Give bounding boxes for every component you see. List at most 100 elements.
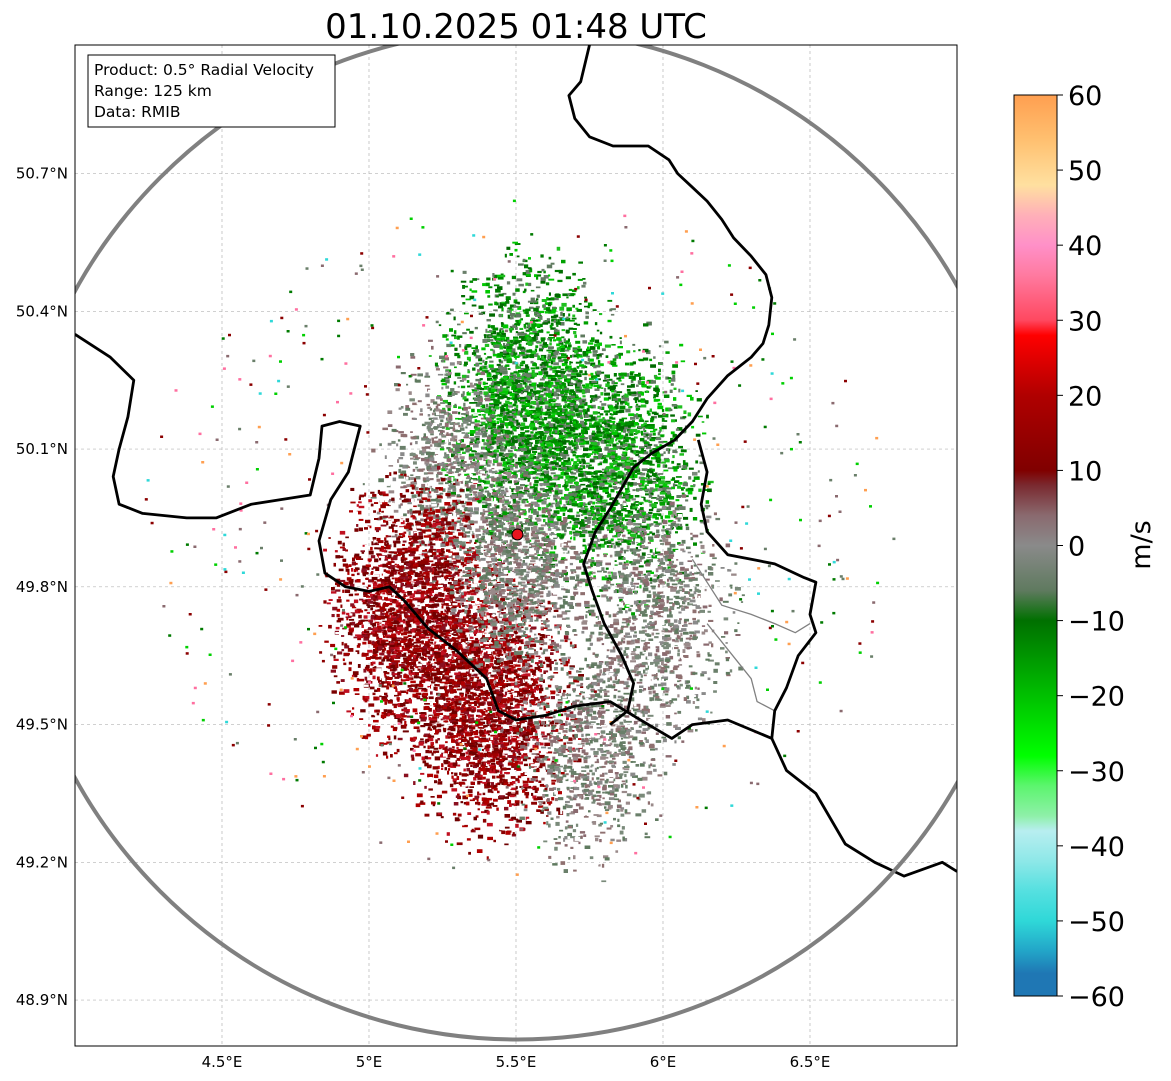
- radar-bin: [540, 443, 546, 447]
- radar-bin: [479, 368, 483, 371]
- radar-bin: [512, 384, 517, 387]
- radar-bin: [593, 446, 598, 449]
- radar-bin: [617, 398, 621, 402]
- radar-bin: [403, 513, 407, 517]
- radar-bin: [551, 431, 556, 435]
- radar-bin: [552, 369, 557, 373]
- radar-bin: [563, 387, 569, 392]
- radar-bin: [488, 335, 492, 338]
- radar-bin: [468, 406, 471, 409]
- radar-bin: [527, 396, 531, 400]
- radar-bin: [469, 430, 476, 434]
- radar-bin: [525, 314, 530, 317]
- radar-bin: [586, 517, 592, 521]
- radar-bin: [469, 402, 475, 404]
- radar-bin: [497, 353, 503, 357]
- radar-bin: [563, 427, 567, 431]
- radar-bin: [557, 518, 562, 522]
- radar-bin: [453, 502, 457, 507]
- radar-bin: [621, 518, 624, 522]
- radar-bin: [514, 496, 519, 498]
- radar-bin: [616, 422, 621, 427]
- radar-bin: [557, 510, 560, 514]
- radar-bin: [506, 426, 509, 429]
- radar-bin: [499, 274, 506, 278]
- radar-bin: [623, 549, 629, 552]
- radar-bin: [527, 300, 534, 303]
- radar-bin: [661, 461, 666, 464]
- radar-bin: [573, 421, 577, 424]
- radar-bin: [415, 478, 420, 481]
- radar-bin: [650, 492, 654, 496]
- radar-bin: [525, 449, 531, 453]
- radar-bin: [493, 274, 498, 279]
- radar-bin: [621, 508, 627, 512]
- radar-bin: [572, 524, 579, 528]
- radar-bin: [442, 407, 446, 411]
- radar-bin: [641, 384, 647, 388]
- radar-bin: [471, 389, 476, 391]
- radar-bin: [527, 490, 532, 493]
- radar-bin: [448, 412, 451, 417]
- radar-bin: [609, 502, 613, 505]
- radar-bin: [605, 491, 609, 494]
- radar-bin: [484, 480, 490, 485]
- radar-bin: [627, 385, 632, 388]
- radar-bin: [547, 450, 552, 453]
- radar-bin: [388, 500, 391, 503]
- radar-bin: [638, 542, 642, 545]
- radar-bin: [639, 446, 645, 449]
- radar-bin: [488, 372, 491, 375]
- radar-bin: [442, 399, 448, 404]
- radar-bin: [578, 432, 582, 436]
- radar-bin: [672, 364, 678, 368]
- radar-bin: [604, 482, 610, 485]
- radar-bin: [619, 340, 622, 345]
- radar-bin: [483, 365, 486, 369]
- radar-bin: [473, 439, 477, 443]
- radar-bin: [634, 399, 638, 403]
- radar-bin: [449, 487, 454, 490]
- radar-bin: [543, 358, 546, 362]
- radar-bin: [513, 371, 518, 374]
- radar-bin: [636, 488, 643, 491]
- radar-bin: [498, 515, 505, 519]
- radar-bin: [576, 353, 581, 356]
- radar-bin: [540, 449, 547, 454]
- radar-bin: [546, 400, 551, 405]
- radar-bin: [519, 327, 524, 330]
- radar-bin: [548, 390, 554, 392]
- radar-bin: [620, 422, 625, 426]
- radar-bin: [619, 428, 623, 431]
- radar-bin: [584, 389, 590, 393]
- radar-bin: [539, 397, 542, 402]
- radar-bin: [477, 369, 480, 373]
- radar-bin: [485, 290, 490, 294]
- radar-bin: [537, 270, 542, 274]
- radar-bin: [498, 314, 503, 317]
- radar-bin: [611, 344, 616, 346]
- radar-bin: [509, 253, 513, 256]
- radar-bin: [603, 387, 607, 392]
- radar-bin: [490, 379, 494, 381]
- radar-bin: [542, 367, 548, 371]
- radar-bin: [534, 333, 540, 336]
- radar-bin: [556, 246, 561, 251]
- radar-bin: [580, 502, 583, 506]
- radar-bin: [586, 492, 591, 495]
- radar-bin: [472, 448, 478, 451]
- radar-bin: [661, 425, 667, 430]
- radar-bin: [526, 337, 531, 340]
- radar-bin: [539, 432, 545, 437]
- radar-bin: [504, 429, 510, 434]
- radar-bin: [596, 433, 600, 438]
- radar-bin: [619, 447, 626, 450]
- radar-bin: [540, 280, 546, 284]
- radar-bin: [559, 447, 565, 451]
- radar-bin: [616, 377, 621, 380]
- radar-bin: [574, 383, 578, 387]
- radar-bin: [459, 453, 462, 456]
- radar-bin: [644, 485, 647, 489]
- radar-bin: [636, 543, 642, 546]
- radar-bin: [454, 403, 457, 408]
